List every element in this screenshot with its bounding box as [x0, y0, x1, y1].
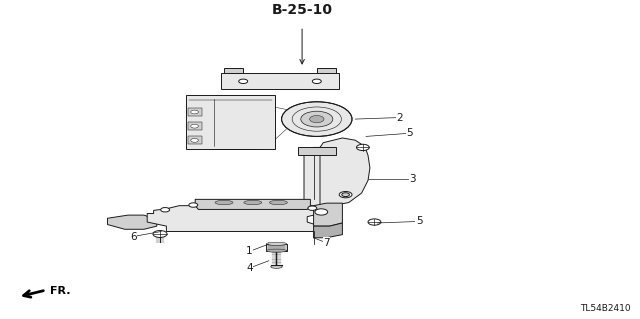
- Polygon shape: [304, 147, 333, 209]
- Text: 1: 1: [246, 246, 253, 256]
- Circle shape: [339, 191, 352, 198]
- Circle shape: [356, 144, 369, 151]
- Text: 3: 3: [410, 174, 416, 184]
- Bar: [266, 244, 287, 251]
- Bar: [224, 68, 243, 73]
- Text: 6: 6: [130, 232, 136, 241]
- Bar: [188, 122, 202, 130]
- Circle shape: [282, 102, 352, 137]
- Text: TL54B2410: TL54B2410: [580, 304, 630, 313]
- Circle shape: [161, 208, 170, 212]
- Text: 7: 7: [323, 238, 330, 248]
- Text: 5: 5: [406, 128, 413, 138]
- Text: B-25-10: B-25-10: [271, 3, 333, 17]
- Bar: [317, 68, 336, 73]
- Circle shape: [368, 219, 381, 225]
- Circle shape: [308, 206, 317, 211]
- Circle shape: [239, 79, 248, 84]
- Circle shape: [191, 110, 198, 114]
- Ellipse shape: [266, 249, 287, 252]
- Ellipse shape: [266, 242, 287, 245]
- Circle shape: [310, 115, 324, 122]
- Circle shape: [191, 124, 198, 128]
- Bar: [188, 137, 202, 144]
- Ellipse shape: [269, 200, 287, 205]
- Circle shape: [153, 231, 167, 237]
- Circle shape: [315, 209, 328, 215]
- Bar: [186, 95, 275, 149]
- Circle shape: [301, 111, 333, 127]
- Bar: [188, 108, 202, 116]
- Polygon shape: [195, 199, 310, 210]
- Text: 5: 5: [416, 216, 422, 226]
- Circle shape: [191, 138, 198, 142]
- Text: 4: 4: [246, 263, 253, 273]
- Polygon shape: [320, 138, 370, 207]
- Circle shape: [312, 79, 321, 84]
- Bar: [298, 147, 336, 155]
- Polygon shape: [108, 215, 157, 229]
- Ellipse shape: [244, 200, 262, 205]
- Text: 2: 2: [397, 113, 403, 122]
- Polygon shape: [147, 206, 323, 232]
- Polygon shape: [314, 223, 342, 238]
- Circle shape: [189, 203, 198, 207]
- Polygon shape: [314, 203, 342, 226]
- Circle shape: [342, 193, 349, 197]
- Text: FR.: FR.: [50, 286, 70, 296]
- Ellipse shape: [271, 265, 282, 268]
- Bar: [221, 73, 339, 89]
- Ellipse shape: [215, 200, 233, 205]
